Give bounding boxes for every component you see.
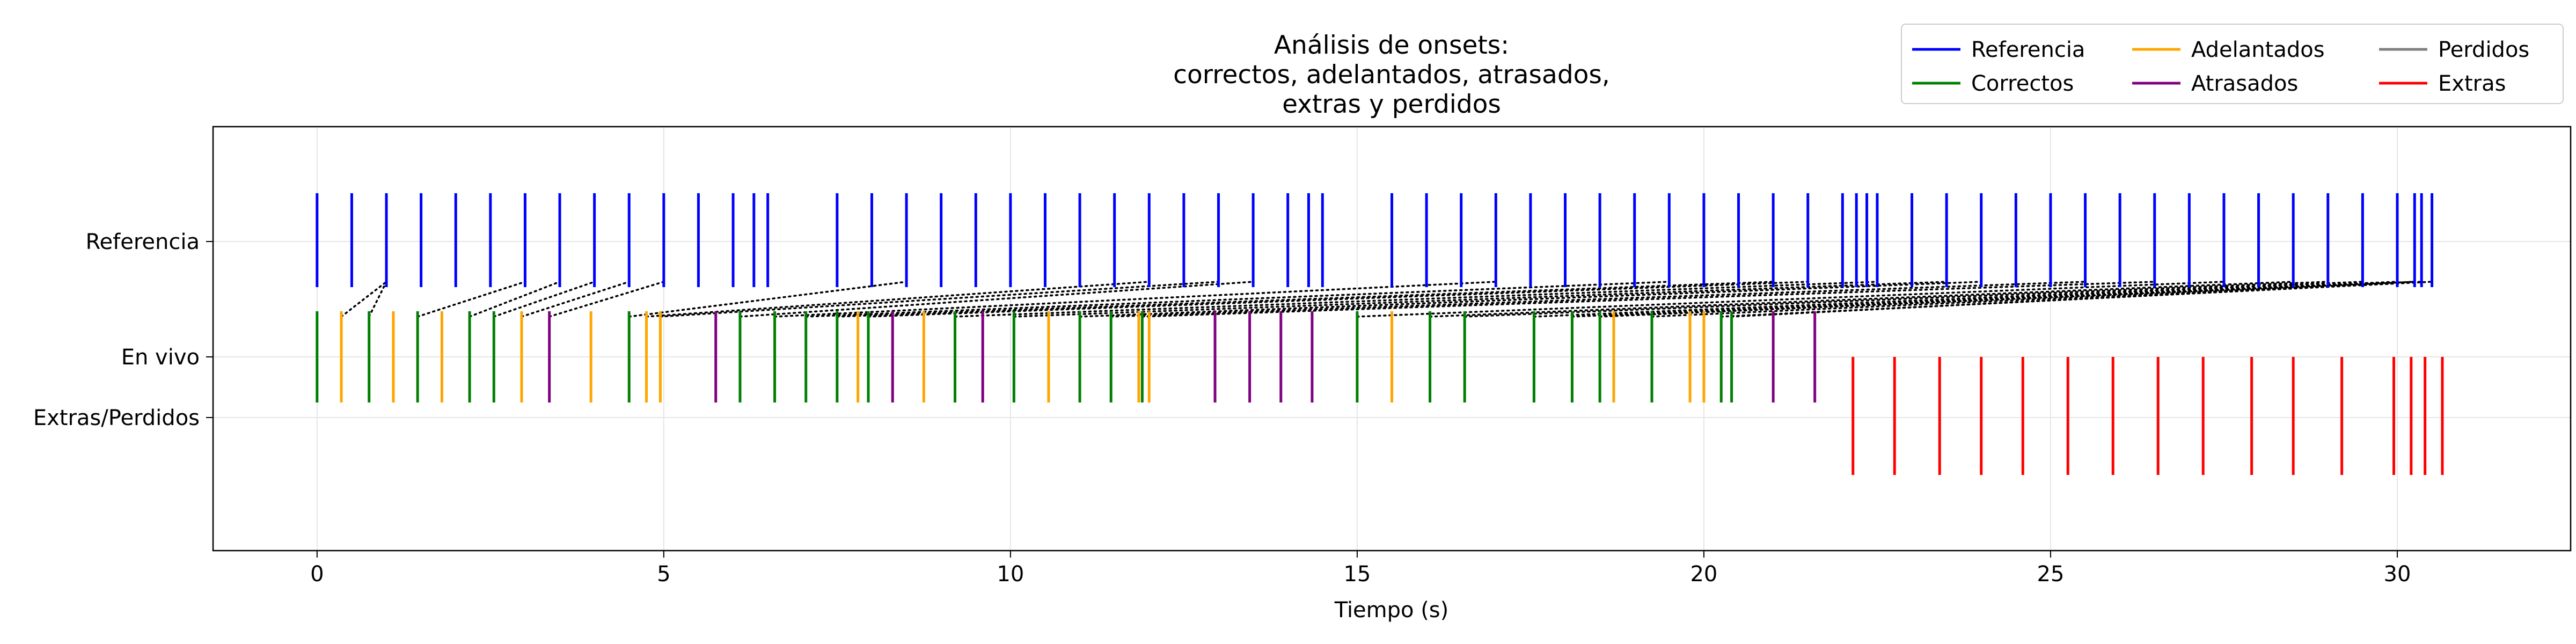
chart-title-line-3: extras y perdidos bbox=[1282, 90, 1501, 119]
match-link bbox=[628, 281, 908, 318]
x-tick-label: 30 bbox=[2384, 562, 2411, 587]
match-link bbox=[773, 281, 1497, 318]
legend-label: Correctos bbox=[1971, 71, 2074, 96]
match-link bbox=[1463, 281, 2329, 318]
match-link bbox=[1079, 281, 1982, 318]
y-tick-label: En vivo bbox=[121, 345, 200, 370]
match-link bbox=[1533, 281, 2364, 318]
match-link bbox=[867, 281, 1809, 318]
x-axis-label: Tiempo (s) bbox=[1334, 598, 1449, 623]
plot-frame bbox=[212, 126, 2572, 552]
match-link bbox=[1429, 281, 2294, 318]
match-link bbox=[340, 281, 387, 318]
match-link bbox=[739, 281, 1254, 318]
match-link bbox=[645, 281, 1151, 318]
match-link bbox=[1730, 281, 2416, 318]
legend-label: Extras bbox=[2438, 71, 2506, 96]
onset-events bbox=[316, 193, 2444, 475]
x-tick-label: 0 bbox=[310, 562, 324, 587]
match-link bbox=[548, 281, 665, 318]
match-link bbox=[836, 281, 1774, 318]
y-tick-label: Referencia bbox=[86, 230, 200, 254]
match-link bbox=[1013, 281, 1948, 318]
legend-label: Adelantados bbox=[2191, 38, 2325, 62]
x-tick-label: 25 bbox=[2037, 562, 2065, 587]
match-link bbox=[1651, 281, 2423, 318]
legend: Referencia Correctos Adelantados Atrasados P… bbox=[1901, 24, 2564, 104]
match-link bbox=[368, 281, 387, 318]
x-tick-label: 5 bbox=[657, 562, 670, 587]
chart-title: Análisis de onsets: correctos, adelantad… bbox=[1173, 31, 1610, 119]
legend-label: Atrasados bbox=[2191, 71, 2298, 96]
chart-title-line-2: correctos, adelantados, atrasados, bbox=[1173, 60, 1610, 90]
chart-title-line-1: Análisis de onsets: bbox=[1274, 31, 1509, 60]
match-link bbox=[1599, 281, 2416, 318]
legend-label: Referencia bbox=[1971, 38, 2085, 62]
match-links bbox=[340, 281, 2433, 318]
x-axis-ticks: 0 5 10 15 20 25 30 bbox=[310, 551, 2411, 587]
x-tick-label: 15 bbox=[1343, 562, 1371, 587]
x-tick-label: 10 bbox=[997, 562, 1024, 587]
y-axis-ticks: Referencia En vivo Extras/Perdidos bbox=[33, 230, 213, 430]
legend-label: Perdidos bbox=[2438, 38, 2529, 62]
match-link bbox=[493, 281, 596, 318]
match-link bbox=[1110, 281, 2087, 318]
match-link bbox=[659, 281, 1220, 318]
match-link bbox=[1356, 281, 2225, 318]
match-link bbox=[954, 281, 1878, 318]
x-tick-label: 20 bbox=[1690, 562, 1717, 587]
match-link bbox=[804, 281, 1671, 318]
y-tick-label: Extras/Perdidos bbox=[33, 406, 200, 430]
match-link bbox=[1141, 281, 2156, 318]
match-link bbox=[469, 281, 561, 318]
